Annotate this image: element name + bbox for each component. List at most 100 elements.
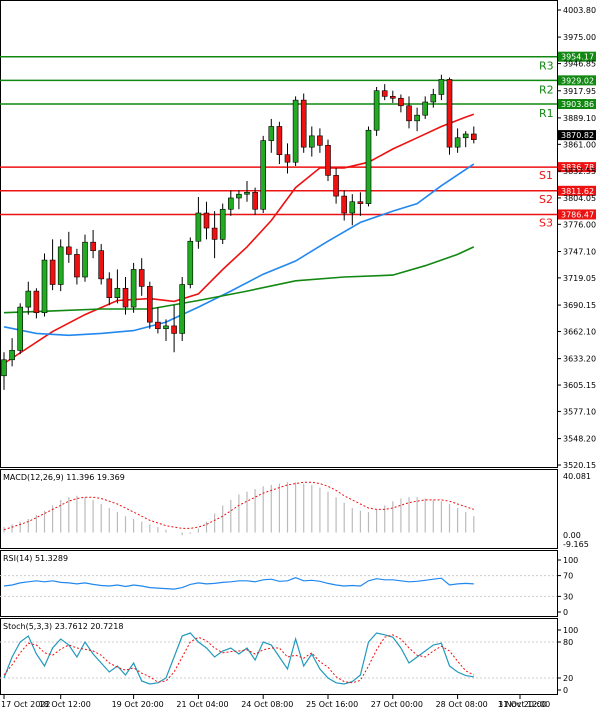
candle-up — [163, 325, 169, 330]
candle-down — [211, 227, 218, 240]
candle-up — [82, 241, 88, 278]
level-name-s2: S2 — [539, 193, 553, 206]
candle-up — [349, 201, 356, 214]
price-tick-label: 3917.95 — [563, 87, 596, 96]
level-price-tag — [558, 162, 596, 173]
level-price-label: 3903.86 — [561, 100, 594, 109]
level-price-tag — [558, 75, 596, 86]
candle-down — [138, 269, 145, 287]
candle-down — [357, 201, 364, 204]
stoch-tick-label: 80 — [563, 638, 573, 647]
candle-up — [236, 193, 242, 199]
price-tick-label: 3804.05 — [563, 194, 596, 203]
level-price-tag — [558, 209, 596, 220]
candle-up — [365, 129, 372, 204]
candle-up — [308, 135, 315, 148]
level-price-label: 3786.47 — [561, 210, 594, 219]
panel-frames — [0, 0, 558, 695]
candle-up — [462, 133, 469, 139]
candle-down — [333, 175, 339, 197]
candle-up — [57, 246, 64, 285]
level-price-label: 3836.78 — [561, 163, 594, 172]
ma-line — [3, 246, 475, 314]
candle-down — [381, 90, 388, 97]
time-tick-label: 1 Nov 20:00 — [498, 700, 547, 709]
price-tick-label: 3719.05 — [563, 274, 596, 283]
time-tick-label: 21 Oct 04:00 — [176, 700, 228, 709]
rsi-panel-frame — [0, 550, 558, 617]
candle-up — [179, 284, 185, 334]
candle-up — [454, 137, 461, 148]
candle-up — [41, 259, 48, 314]
stoch-k-line — [3, 632, 474, 685]
support-resistance-levels: R3 3954.17 R2 3929.02 R1 3903.86 S1 3836.78 S2 38… — [0, 51, 596, 229]
price-tick-label: 3861.00 — [563, 140, 596, 149]
candle-down — [406, 105, 412, 122]
macd-series — [3, 481, 475, 536]
candle-up — [422, 101, 429, 116]
candle-down — [155, 321, 161, 330]
candle-down — [252, 192, 258, 210]
candle-up — [414, 114, 420, 122]
price-axis: 4003.80 3975.00 3946.85 3917.95 3889.10 3861.… — [557, 6, 596, 470]
candle-up — [114, 287, 121, 298]
price-tick-label: 3889.10 — [563, 114, 596, 123]
candle-down — [106, 278, 113, 298]
level-name-r1: R1 — [539, 107, 554, 120]
candle-down — [284, 154, 291, 163]
candle-down — [389, 96, 396, 99]
time-tick-label: 24 Oct 08:00 — [241, 700, 293, 709]
candle-up — [268, 126, 275, 141]
candle-up — [228, 197, 234, 210]
stoch-panel-frame — [0, 618, 558, 695]
stoch-label: Stoch(5,3,3) 23.7612 20.7218 — [3, 622, 123, 631]
candle-down — [317, 135, 323, 146]
time-tick-label: 25 Oct 16:00 — [306, 700, 358, 709]
macd-panel-frame — [0, 469, 558, 549]
candle-up — [9, 350, 15, 361]
candle-down — [33, 290, 40, 314]
stoch-tick-label: 100 — [563, 626, 578, 635]
moving-averages — [3, 113, 475, 365]
macd-signal-line — [3, 481, 474, 531]
candle-down — [470, 133, 477, 140]
price-tick-label: 3605.15 — [563, 381, 596, 390]
macd-axis-min: -9.165 — [563, 540, 589, 549]
rsi-series: 100 70 30 0 — [0, 556, 578, 617]
current-price-tag — [558, 130, 596, 141]
candle-down — [98, 250, 104, 280]
rsi-tick-label: 0 — [563, 608, 568, 617]
time-tick-label: 19 Oct 20:00 — [112, 700, 164, 709]
candle-down — [90, 241, 96, 251]
candle-down — [300, 99, 307, 148]
stoch-tick-label: 20 — [563, 674, 573, 683]
price-tick-label: 4003.80 — [563, 6, 596, 15]
time-tick-label: 28 Oct 08:00 — [436, 700, 488, 709]
ma-line — [3, 163, 475, 337]
candle-up — [244, 192, 250, 195]
rsi-label: RSI(14) 51.3289 — [3, 554, 68, 563]
price-tick-label: 3548.20 — [563, 435, 596, 444]
candlesticks — [1, 74, 477, 390]
candle-up — [17, 306, 24, 351]
price-tick-label: 3520.15 — [563, 461, 596, 470]
price-tick-label: 3662.10 — [563, 327, 596, 336]
candle-down — [66, 246, 72, 255]
level-price-label: 3954.17 — [561, 53, 594, 62]
rsi-line — [3, 577, 474, 590]
price-tick-label: 3633.20 — [563, 355, 596, 364]
macd-axis-max: 40.081 — [563, 472, 591, 481]
time-tick-label: 18 Oct 12:00 — [39, 700, 91, 709]
level-price-label: 3929.02 — [561, 76, 594, 85]
candle-down — [276, 126, 283, 155]
price-tick-label: 3776.00 — [563, 220, 596, 229]
candle-up — [1, 359, 7, 377]
price-tick-label: 3975.00 — [563, 33, 596, 42]
macd-axis-zero: 0.00 — [563, 531, 581, 540]
candle-down — [341, 195, 348, 214]
candle-up — [373, 90, 380, 131]
candle-up — [430, 94, 437, 103]
ma-line — [3, 113, 475, 365]
